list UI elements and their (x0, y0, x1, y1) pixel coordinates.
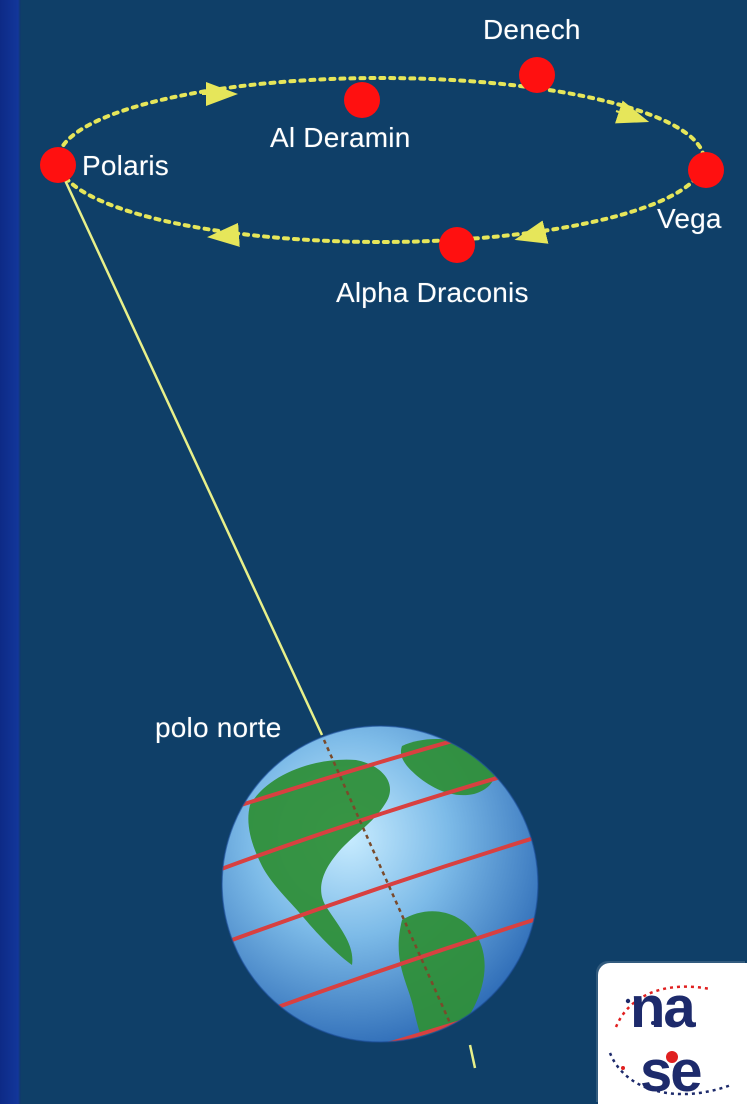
south-america-landmass (398, 911, 485, 1042)
label-denech: Denech (483, 14, 581, 45)
star-alpha-draconis (439, 227, 475, 263)
star-polaris (40, 147, 76, 183)
nase-logo-text-2: se (640, 1039, 701, 1104)
axis-line (56, 164, 324, 736)
nase-logo: na se (598, 963, 747, 1104)
label-vega: Vega (657, 203, 722, 234)
label-polaris: Polaris (82, 150, 169, 181)
star-denech (519, 57, 555, 93)
earth-globe (221, 725, 539, 1069)
label-polo-norte: polo norte (155, 712, 282, 743)
label-al-deramin: Al Deramin (270, 122, 411, 153)
label-alpha-draconis: Alpha Draconis (336, 277, 529, 308)
orbit-arrow-bottom-right (514, 220, 549, 244)
orbit-arrow-right (615, 100, 650, 124)
star-al-deramin (344, 82, 380, 118)
star-vega (688, 152, 724, 188)
orbit-arrow-bottom-left (207, 222, 240, 247)
north-america-landmass (248, 759, 391, 965)
nase-logo-mark: na se (608, 975, 732, 1104)
nase-logo-text: na (630, 975, 696, 1040)
